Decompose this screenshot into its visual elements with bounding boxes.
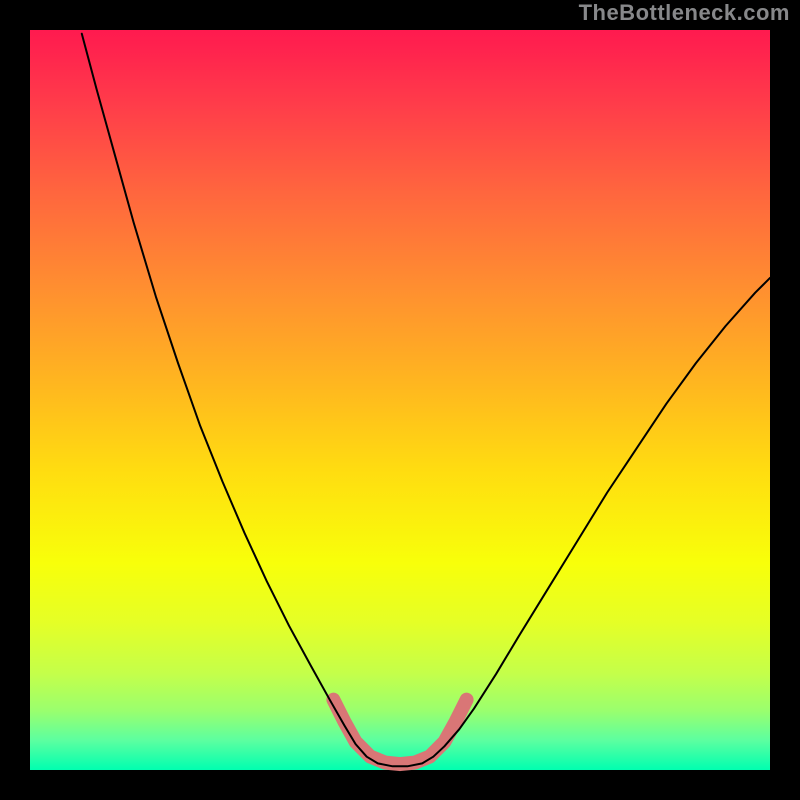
- gradient-background: [30, 30, 770, 770]
- chart-frame: TheBottleneck.com: [0, 0, 800, 800]
- watermark-text: TheBottleneck.com: [579, 0, 790, 26]
- bottleneck-chart: [0, 0, 800, 800]
